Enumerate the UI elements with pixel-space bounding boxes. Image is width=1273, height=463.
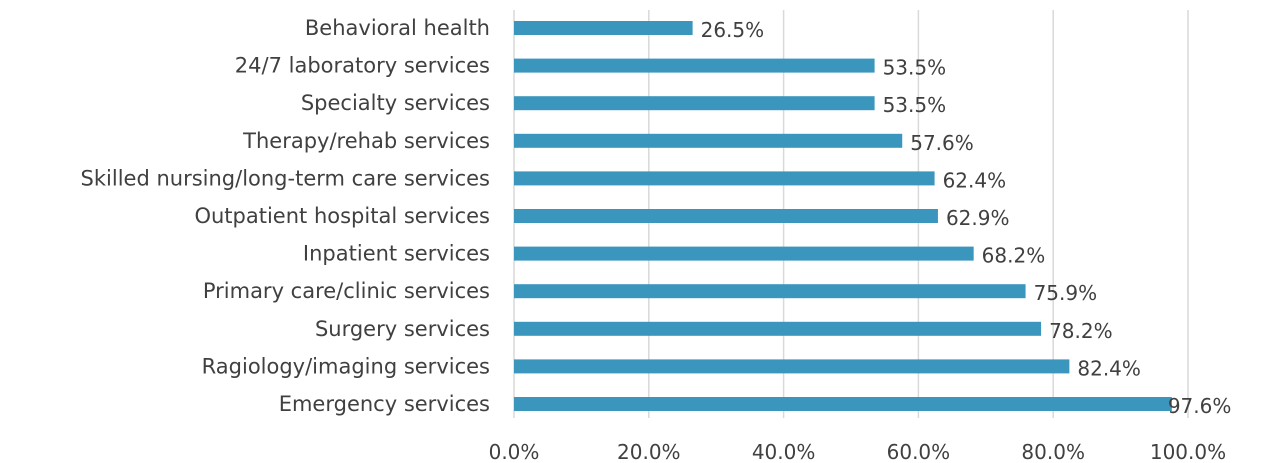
category-label: Specialty services (301, 91, 490, 115)
data-label: 62.9% (946, 206, 1010, 230)
data-label: 57.6% (910, 131, 974, 155)
category-label: Ragiology/imaging services (202, 354, 490, 378)
category-label: Behavioral health (305, 16, 490, 40)
bar (514, 171, 935, 186)
bar (514, 96, 875, 111)
category-label: Primary care/clinic services (203, 279, 490, 303)
category-label: Outpatient hospital services (194, 204, 490, 228)
bar (514, 58, 875, 73)
bar (514, 246, 974, 261)
data-label: 53.5% (883, 93, 947, 117)
x-tick-label: 0.0% (489, 440, 540, 463)
x-tick-label: 80.0% (1021, 440, 1085, 463)
bar (514, 359, 1070, 374)
bars (514, 21, 1172, 411)
bar (514, 284, 1026, 299)
data-label: 53.5% (883, 56, 947, 80)
category-label: Emergency services (279, 392, 490, 416)
bar (514, 21, 693, 35)
bar (514, 397, 1172, 411)
category-labels: Behavioral health 24/7 laboratory service… (81, 16, 490, 416)
bar (514, 133, 903, 148)
x-axis-ticks: 0.0% 20.0% 40.0% 60.0% 80.0% 100.0% (489, 440, 1227, 463)
data-label: 26.5% (701, 18, 765, 42)
category-label: Inpatient services (303, 242, 490, 266)
x-tick-label: 100.0% (1150, 440, 1226, 463)
data-label: 75.9% (1034, 281, 1098, 305)
x-tick-label: 40.0% (752, 440, 816, 463)
data-label: 68.2% (982, 244, 1046, 268)
bar (514, 321, 1042, 336)
data-labels: 26.5% 53.5% 53.5% 57.6% 62.4% 62.9% 68.2% 75.9%… (701, 18, 1232, 418)
x-tick-label: 60.0% (887, 440, 951, 463)
data-label: 97.6% (1168, 394, 1232, 418)
data-label: 78.2% (1049, 319, 1113, 343)
category-label: Surgery services (315, 317, 490, 341)
x-tick-label: 20.0% (617, 440, 681, 463)
category-label: 24/7 laboratory services (235, 54, 490, 78)
category-label: Therapy/rehab services (242, 129, 490, 153)
data-label: 62.4% (943, 168, 1007, 192)
data-label: 82.4% (1077, 356, 1141, 380)
bar (514, 209, 938, 223)
category-label: Skilled nursing/long-term care services (81, 166, 490, 190)
